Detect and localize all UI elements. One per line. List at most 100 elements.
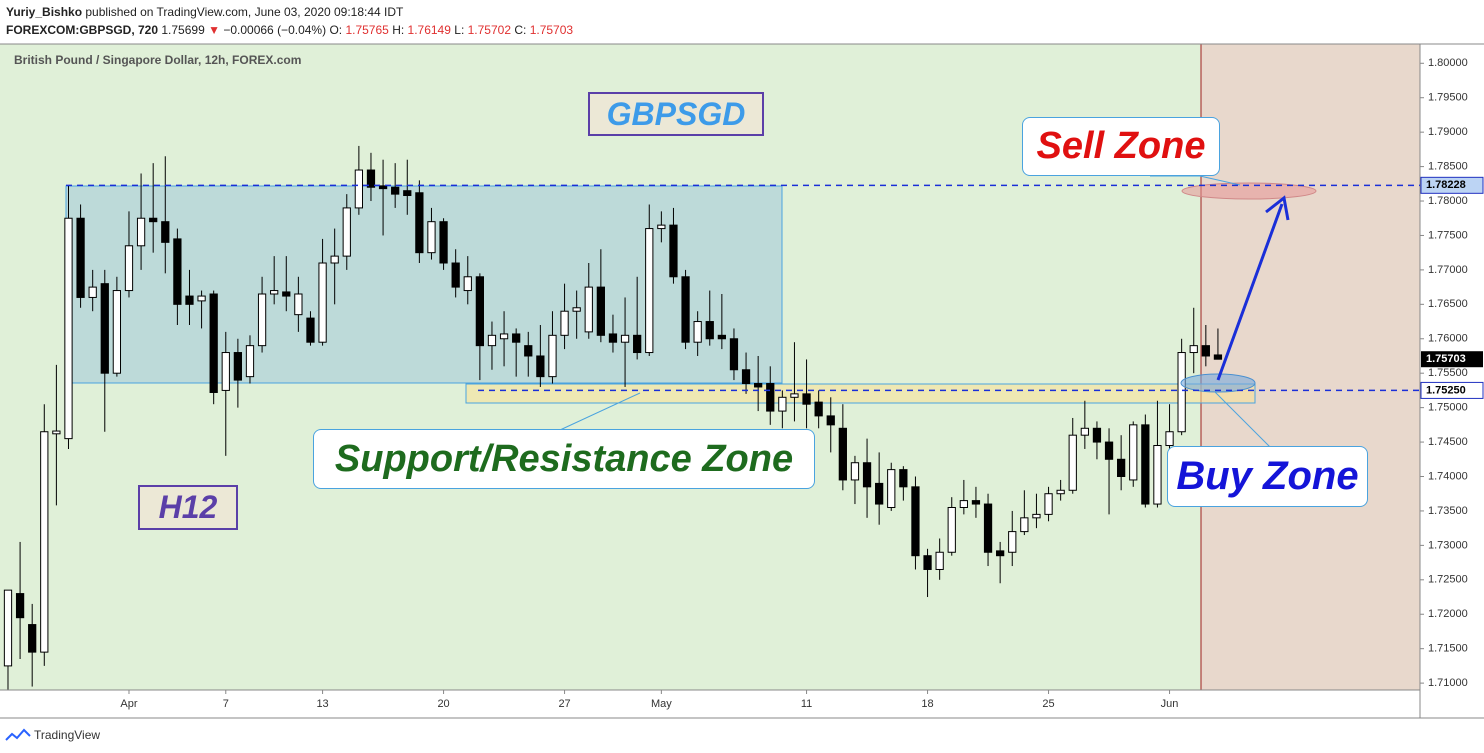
candle-body: [427, 221, 436, 254]
candle-body: [378, 185, 388, 190]
y-tick-label: 1.77000: [1428, 264, 1468, 276]
ohlc-label: C:: [514, 23, 527, 37]
pair-label: GBPSGD: [588, 92, 764, 136]
y-tick-label: 1.75500: [1428, 367, 1468, 379]
candle-body: [717, 334, 726, 340]
y-tick-label: 1.78500: [1428, 160, 1468, 172]
candle-body: [306, 317, 315, 343]
candle-body: [729, 338, 739, 371]
ohlc-value: 1.75703: [529, 23, 574, 37]
candle-body: [499, 333, 509, 340]
candle-body: [693, 321, 702, 343]
arrow-line: [1216, 203, 1284, 381]
candle-body: [778, 396, 787, 412]
candle-body: [633, 334, 642, 354]
candle-body: [439, 221, 448, 264]
candle-body: [342, 207, 351, 257]
candle-body: [209, 293, 218, 393]
candle-body: [996, 550, 1005, 557]
candle-body: [826, 415, 835, 426]
candle-body: [971, 500, 981, 505]
candle-body: [1129, 424, 1138, 481]
candle-body: [88, 286, 97, 298]
candle-body: [512, 333, 521, 343]
zone-label: Support/Resistance Zone: [313, 429, 815, 489]
candle-body: [657, 224, 666, 230]
y-tick-label: 1.73500: [1428, 505, 1468, 517]
y-tick-label: 1.72000: [1428, 608, 1468, 620]
candle-body: [959, 500, 968, 508]
candle-body: [548, 334, 557, 378]
candle-body: [1153, 445, 1162, 505]
candle-body: [112, 290, 122, 374]
candle-body: [100, 283, 109, 374]
candle-body: [911, 486, 920, 557]
y-tick-label: 1.71000: [1428, 677, 1468, 689]
y-tick-label: 1.76000: [1428, 333, 1468, 345]
buy-ellipse: [1180, 373, 1256, 393]
change-arrow: ▼: [208, 23, 220, 37]
ohlc-label: L:: [454, 23, 465, 37]
y-tick-label: 1.79500: [1428, 92, 1468, 104]
x-tick-label: 18: [921, 698, 933, 710]
x-tick-label: 13: [316, 698, 328, 710]
x-tick-label: 20: [437, 698, 449, 710]
candle-body: [1032, 513, 1041, 519]
candle-body: [1141, 424, 1150, 505]
candle-body: [814, 401, 823, 417]
candle-body: [1189, 345, 1198, 354]
candle-body: [766, 383, 775, 412]
ohlc-value: 1.75702: [467, 23, 512, 37]
header-line-1: Yuriy_Bishko published on TradingView.co…: [6, 5, 403, 19]
candle-body: [487, 334, 497, 347]
candle-body: [197, 295, 206, 302]
candle-body: [282, 291, 291, 297]
level-tag: [1420, 381, 1484, 399]
candle-body: [15, 593, 25, 619]
ohlc-label: O:: [329, 23, 343, 37]
candle-body: [645, 228, 654, 354]
candle-body: [1177, 352, 1186, 433]
ohlc-value: 1.75765: [345, 23, 389, 37]
candle-body: [596, 286, 605, 336]
sell-ellipse: [1181, 182, 1317, 200]
candle-body: [173, 238, 182, 305]
future-area: [1201, 44, 1420, 690]
candle-body: [1213, 354, 1223, 360]
ohlc-label: H:: [392, 23, 405, 37]
candle-body: [1044, 493, 1053, 515]
published: published on TradingView.com, June 03, 2…: [85, 5, 404, 19]
y-tick-label: 1.72500: [1428, 574, 1468, 586]
candle-body: [923, 555, 932, 570]
candle-body: [451, 262, 460, 288]
candle-body: [899, 469, 908, 488]
y-tick-label: 1.73000: [1428, 539, 1468, 551]
candle-body: [608, 333, 618, 343]
candle-body: [294, 293, 303, 316]
ohlc-value: 1.76149: [407, 23, 451, 37]
x-tick-label: 27: [558, 698, 570, 710]
candle-body: [1008, 531, 1017, 553]
candle-body: [669, 224, 678, 278]
candle-body: [1165, 431, 1174, 447]
sell-label: Sell Zone: [1022, 117, 1220, 176]
candle-body: [330, 255, 339, 264]
candle-body: [1092, 427, 1102, 443]
price: 1.75699: [161, 23, 205, 37]
candle-body: [354, 169, 364, 209]
candle-body: [572, 307, 581, 312]
candle-body: [850, 462, 860, 481]
symbol: FOREXCOM:GBPSGD, 720: [6, 23, 159, 37]
level-label: 1.75250: [1426, 384, 1466, 396]
candle-body: [1056, 489, 1065, 495]
y-tick-label: 1.71500: [1428, 643, 1468, 655]
level-tag: [1420, 176, 1484, 194]
candle-body: [136, 217, 146, 247]
x-tick-label: 25: [1042, 698, 1054, 710]
y-tick-label: 1.74500: [1428, 436, 1468, 448]
candle-body: [415, 192, 424, 254]
y-tick-label: 1.76500: [1428, 298, 1468, 310]
x-tick-label: Apr: [120, 698, 137, 710]
candle-body: [620, 334, 630, 343]
